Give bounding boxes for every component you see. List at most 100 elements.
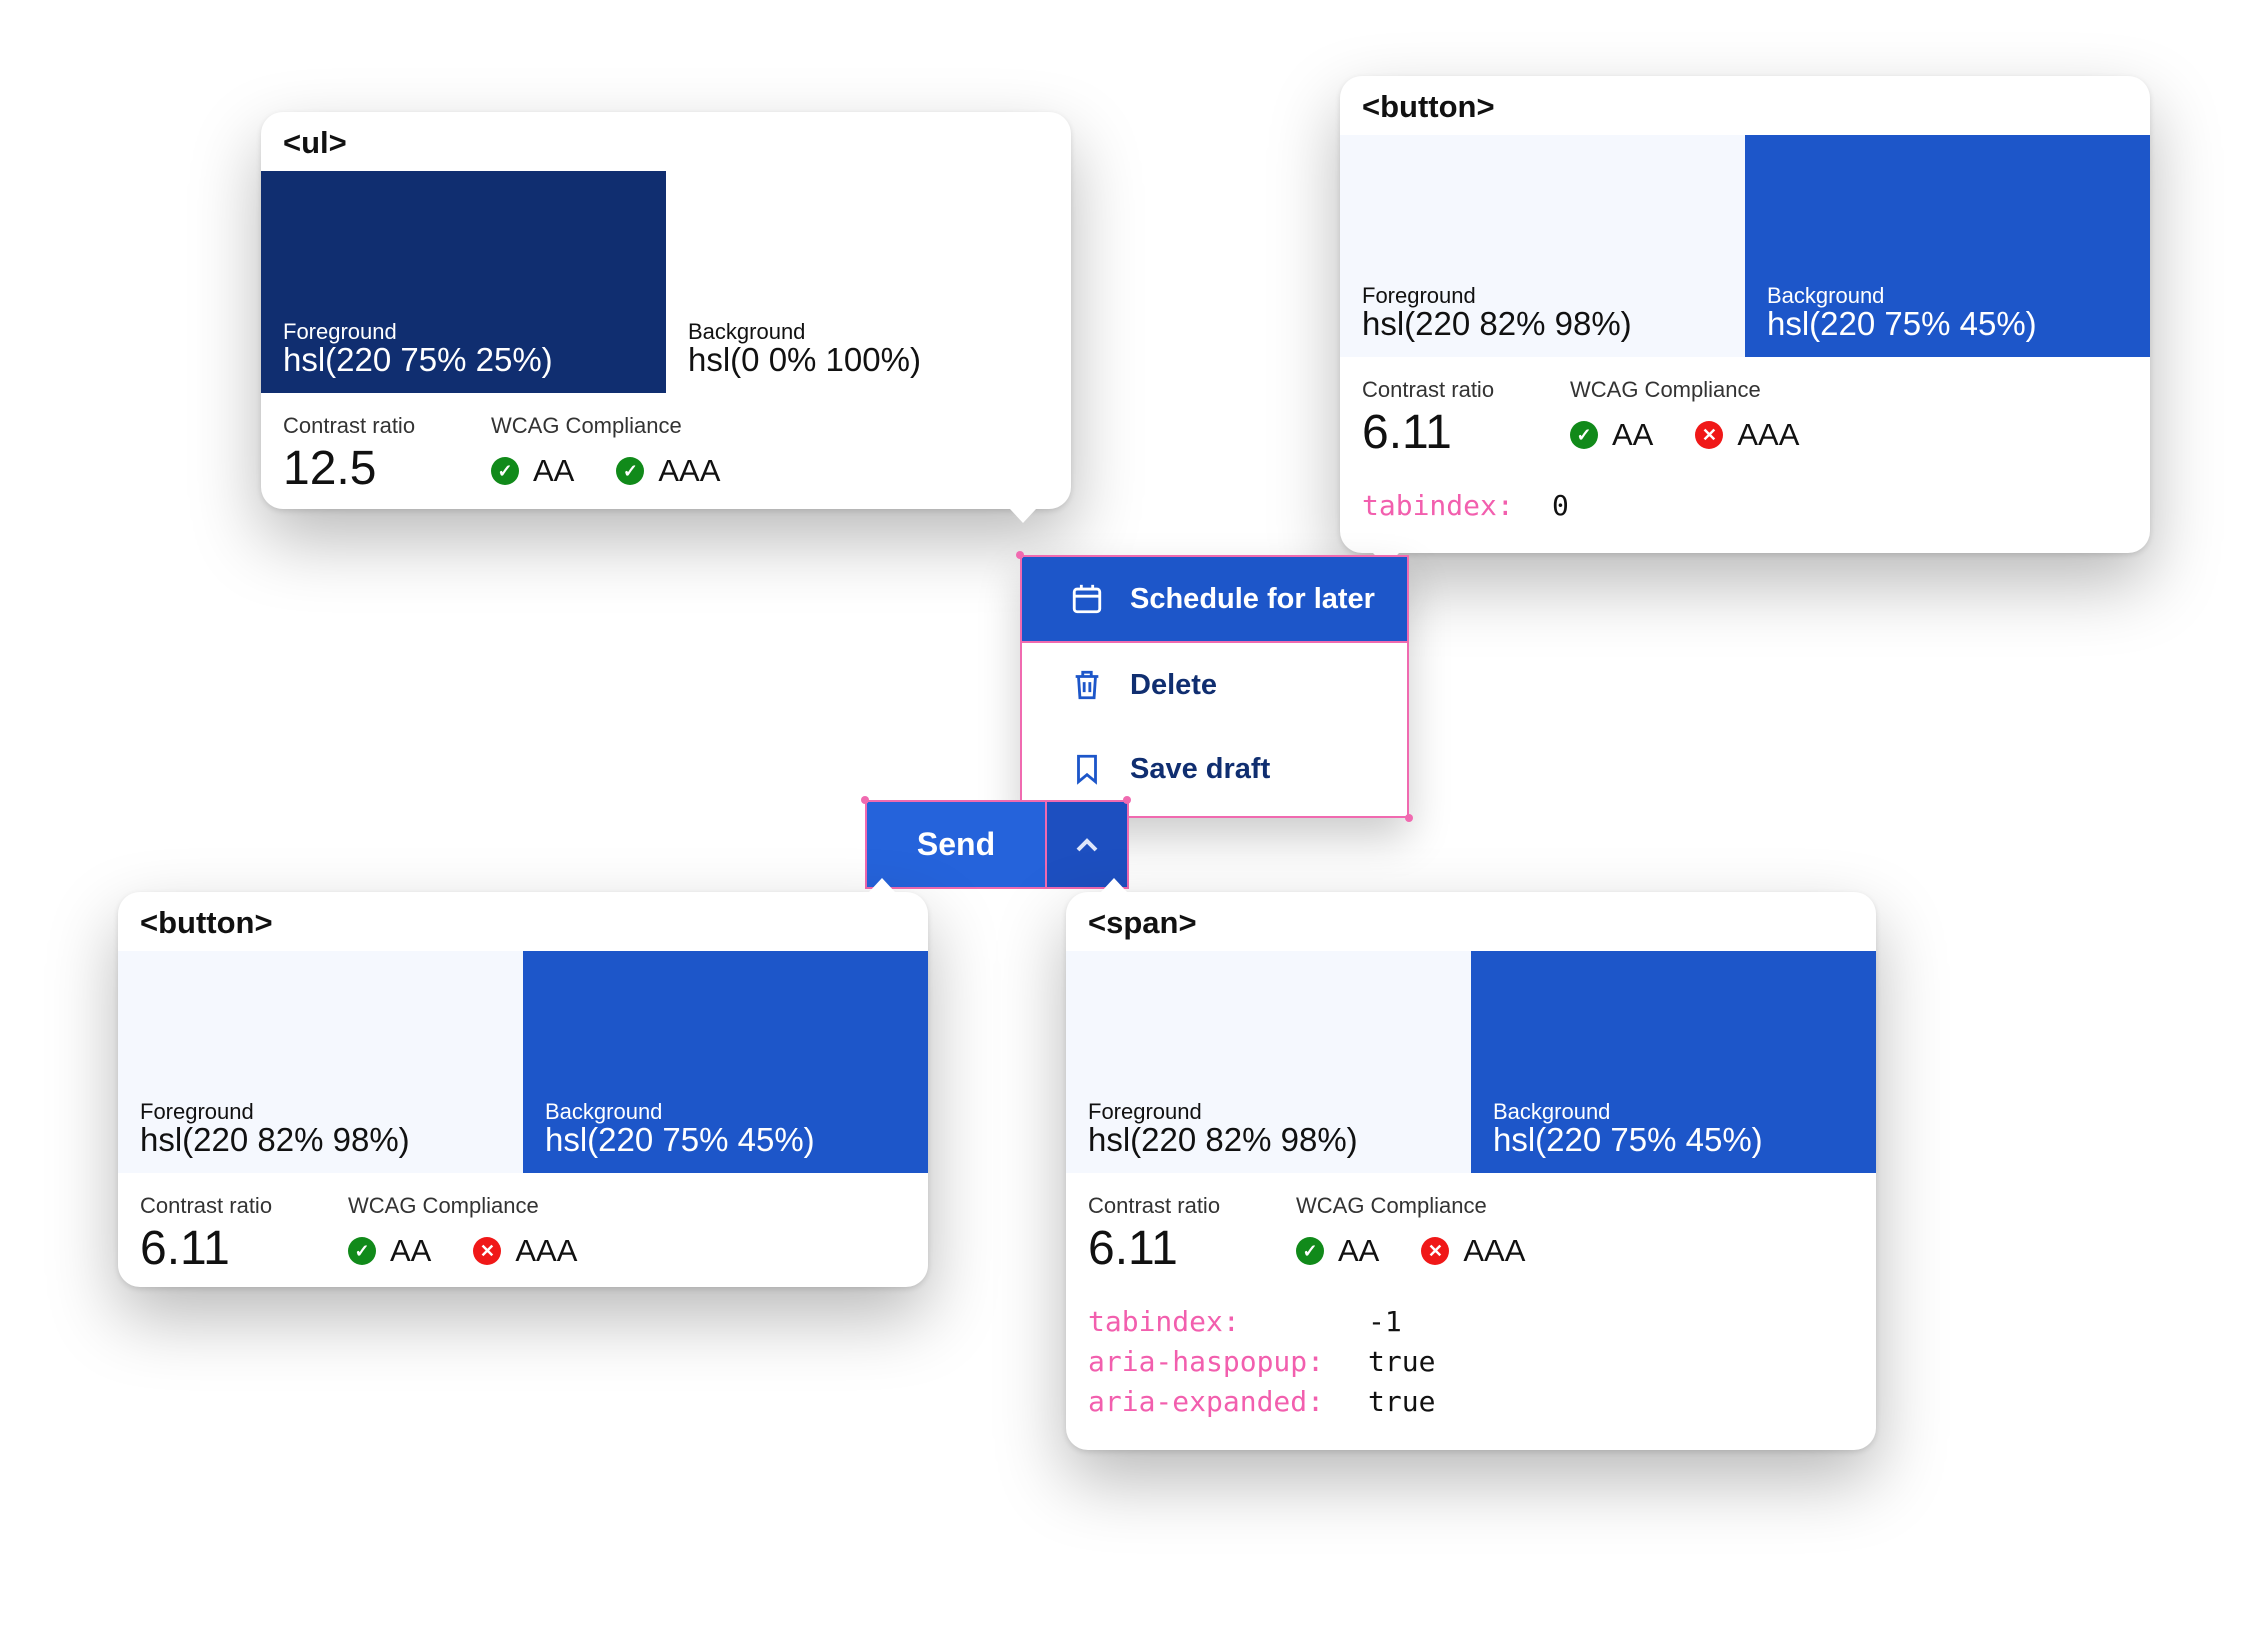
check-icon: ✓ xyxy=(1296,1237,1324,1265)
attribute-value: true xyxy=(1368,1345,1436,1378)
contrast-value: 12.5 xyxy=(283,442,377,495)
send-button[interactable]: Send xyxy=(867,802,1047,887)
aa-label: AA xyxy=(1338,1233,1380,1268)
menu-item-label: Save draft xyxy=(1130,752,1271,785)
aaa-label: AAA xyxy=(1737,417,1800,452)
foreground-swatch: Foreground hsl(220 82% 98%) xyxy=(1340,135,1745,357)
attribute-row: tabindex: 0 xyxy=(1362,486,2128,526)
inspector-card-ul: <ul> Foreground hsl(220 75% 25%) Backgro… xyxy=(261,112,1071,523)
selection-handle xyxy=(1123,796,1131,804)
bookmark-icon xyxy=(1077,754,1097,785)
selection-handle xyxy=(1016,551,1024,559)
menu-item-label: Delete xyxy=(1130,668,1218,701)
background-label: Background xyxy=(1767,283,1885,308)
aaa-label: AAA xyxy=(1463,1233,1526,1268)
contrast-label: Contrast ratio xyxy=(283,413,416,438)
send-split-button: Send xyxy=(865,800,1129,889)
foreground-value: hsl(220 82% 98%) xyxy=(140,1121,410,1158)
background-label: Background xyxy=(688,319,806,344)
foreground-value: hsl(220 82% 98%) xyxy=(1088,1121,1358,1158)
element-tag: <button> xyxy=(1362,89,1495,124)
aa-label: AA xyxy=(390,1233,432,1268)
background-swatch: Background hsl(220 75% 45%) xyxy=(523,951,928,1173)
attribute-value: true xyxy=(1368,1385,1436,1418)
card-pointer xyxy=(1101,878,1127,892)
aa-label: AA xyxy=(1612,417,1654,452)
attribute-name: aria-haspopup: xyxy=(1088,1345,1325,1378)
trash-icon xyxy=(1075,670,1099,700)
contrast-label: Contrast ratio xyxy=(140,1193,273,1218)
attribute-name: aria-expanded: xyxy=(1088,1385,1325,1418)
foreground-swatch: Foreground hsl(220 82% 98%) xyxy=(118,951,523,1173)
wcag-label: WCAG Compliance xyxy=(491,413,682,438)
element-tag: <ul> xyxy=(283,125,347,160)
background-swatch: Background hsl(220 75% 45%) xyxy=(1471,951,1876,1173)
wcag-label: WCAG Compliance xyxy=(1570,377,1761,402)
aaa-badge: ✓ AAA xyxy=(616,453,720,489)
background-value: hsl(220 75% 45%) xyxy=(545,1121,815,1158)
menu-item-label: Schedule for later xyxy=(1130,582,1375,615)
inspector-card-button-send: <button> Foreground hsl(220 82% 98%) Bac… xyxy=(118,878,928,1287)
element-tag: <span> xyxy=(1088,905,1197,940)
attribute-name: tabindex: xyxy=(1362,489,1514,522)
card-pointer xyxy=(869,878,895,892)
x-icon: ✕ xyxy=(473,1237,502,1265)
aaa-label: AAA xyxy=(658,453,721,488)
inspector-card-button-menu: <button> Foreground hsl(220 82% 98%) Bac… xyxy=(1340,76,2150,567)
foreground-label: Foreground xyxy=(283,319,397,344)
aa-label: AA xyxy=(533,453,575,488)
foreground-label: Foreground xyxy=(1088,1099,1202,1124)
check-icon: ✓ xyxy=(348,1237,376,1265)
background-value: hsl(220 75% 45%) xyxy=(1767,305,2037,342)
x-icon: ✕ xyxy=(1421,1237,1450,1265)
aa-badge: ✓ AA xyxy=(491,453,574,489)
contrast-value: 6.11 xyxy=(140,1222,230,1275)
check-icon: ✓ xyxy=(616,457,645,485)
background-swatch: Background hsl(220 75% 45%) xyxy=(1745,135,2150,357)
calendar-icon xyxy=(1072,584,1102,614)
menu-item-delete[interactable]: Delete xyxy=(1022,643,1407,727)
attribute-row: aria-haspopup: true xyxy=(1088,1342,1854,1382)
aaa-badge: ✕ AAA xyxy=(1421,1233,1525,1269)
aa-badge: ✓ AA xyxy=(1570,417,1653,453)
attribute-name: tabindex: xyxy=(1088,1305,1240,1338)
contrast-label: Contrast ratio xyxy=(1088,1193,1221,1218)
menu-toggle-button[interactable] xyxy=(1047,802,1127,887)
card-pointer xyxy=(1010,509,1036,523)
element-tag: <button> xyxy=(140,905,273,940)
background-label: Background xyxy=(1493,1099,1611,1124)
foreground-label: Foreground xyxy=(140,1099,254,1124)
inspector-card-span: <span> Foreground hsl(220 82% 98%) Backg… xyxy=(1066,878,1876,1450)
foreground-value: hsl(220 82% 98%) xyxy=(1362,305,1632,342)
attribute-value: 0 xyxy=(1552,489,1569,522)
foreground-swatch: Foreground hsl(220 75% 25%) xyxy=(261,171,666,393)
attribute-value: -1 xyxy=(1368,1305,1402,1338)
background-value: hsl(0 0% 100%) xyxy=(688,341,921,378)
selection-handle xyxy=(861,796,869,804)
menu-item-schedule[interactable]: Schedule for later xyxy=(1022,557,1407,643)
foreground-value: hsl(220 75% 25%) xyxy=(283,341,553,378)
foreground-swatch: Foreground hsl(220 82% 98%) xyxy=(1066,951,1471,1173)
background-swatch: Background hsl(0 0% 100%) xyxy=(666,171,1071,393)
chevron-up-icon xyxy=(1076,837,1098,851)
contrast-value: 6.11 xyxy=(1088,1222,1178,1275)
background-value: hsl(220 75% 45%) xyxy=(1493,1121,1763,1158)
attribute-row: aria-expanded: true xyxy=(1088,1382,1854,1422)
aaa-badge: ✕ AAA xyxy=(473,1233,577,1269)
contrast-label: Contrast ratio xyxy=(1362,377,1495,402)
wcag-label: WCAG Compliance xyxy=(348,1193,539,1218)
background-label: Background xyxy=(545,1099,663,1124)
menu-item-save-draft[interactable]: Save draft xyxy=(1022,727,1407,811)
x-icon: ✕ xyxy=(1695,421,1724,449)
wcag-label: WCAG Compliance xyxy=(1296,1193,1487,1218)
foreground-label: Foreground xyxy=(1362,283,1476,308)
selection-handle xyxy=(1405,814,1413,822)
aaa-badge: ✕ AAA xyxy=(1695,417,1799,453)
check-icon: ✓ xyxy=(491,457,519,485)
aa-badge: ✓ AA xyxy=(1296,1233,1379,1269)
dropdown-menu: Schedule for later Delete Save draft xyxy=(1020,555,1409,818)
aaa-label: AAA xyxy=(515,1233,578,1268)
aa-badge: ✓ AA xyxy=(348,1233,431,1269)
contrast-value: 6.11 xyxy=(1362,406,1452,459)
attribute-row: tabindex: -1 xyxy=(1088,1302,1854,1342)
